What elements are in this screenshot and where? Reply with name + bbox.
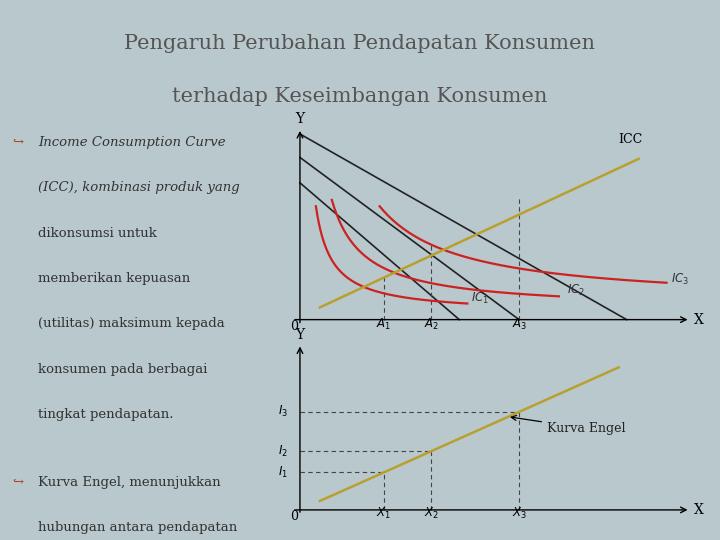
Text: Y: Y — [295, 112, 305, 126]
Text: $I_2$: $I_2$ — [278, 443, 288, 458]
Text: $IC_1$: $IC_1$ — [472, 291, 490, 306]
Text: $I_3$: $I_3$ — [278, 404, 288, 420]
Text: (utilitas) maksimum kepada: (utilitas) maksimum kepada — [38, 318, 225, 330]
Text: Kurva Engel, menunjukkan: Kurva Engel, menunjukkan — [38, 476, 221, 489]
Text: $IC_3$: $IC_3$ — [670, 272, 689, 287]
Text: $A_3$: $A_3$ — [511, 316, 527, 332]
Text: X: X — [694, 313, 704, 327]
Text: $X_2$: $X_2$ — [424, 505, 439, 521]
Text: Y: Y — [295, 328, 305, 342]
Text: ↪: ↪ — [12, 136, 23, 149]
Text: (ICC), kombinasi produk yang: (ICC), kombinasi produk yang — [38, 181, 240, 194]
Text: X: X — [694, 503, 704, 517]
Text: dikonsumsi untuk: dikonsumsi untuk — [38, 227, 157, 240]
Text: memberikan kepuasan: memberikan kepuasan — [38, 272, 191, 285]
Text: 0: 0 — [290, 320, 298, 333]
Text: $A_1$: $A_1$ — [376, 316, 391, 332]
Text: $X_3$: $X_3$ — [511, 505, 526, 521]
Text: $A_2$: $A_2$ — [424, 316, 439, 332]
Text: tingkat pendapatan.: tingkat pendapatan. — [38, 408, 174, 421]
Text: ↪: ↪ — [12, 476, 23, 489]
Text: ICC: ICC — [618, 133, 643, 146]
Text: Pengaruh Perubahan Pendapatan Konsumen: Pengaruh Perubahan Pendapatan Konsumen — [125, 34, 595, 53]
Text: hubungan antara pendapatan: hubungan antara pendapatan — [38, 521, 238, 535]
Text: terhadap Keseimbangan Konsumen: terhadap Keseimbangan Konsumen — [172, 87, 548, 106]
Text: Kurva Engel: Kurva Engel — [511, 415, 626, 435]
Text: $IC_2$: $IC_2$ — [567, 283, 585, 298]
Text: konsumen pada berbagai: konsumen pada berbagai — [38, 363, 208, 376]
Text: $X_1$: $X_1$ — [376, 505, 391, 521]
Text: 0: 0 — [290, 510, 298, 523]
Text: Income Consumption Curve: Income Consumption Curve — [38, 136, 226, 149]
Text: $I_1$: $I_1$ — [278, 465, 288, 480]
